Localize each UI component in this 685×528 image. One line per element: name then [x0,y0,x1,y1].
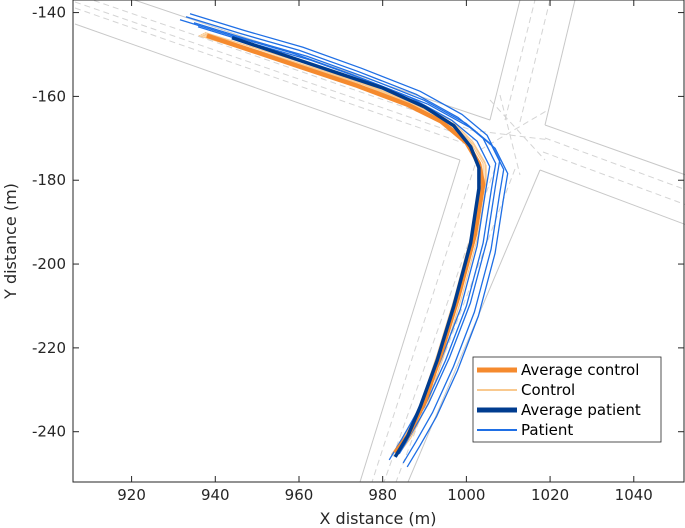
series-patient-line [189,13,501,455]
tick-layer: 920 940 960 980 1000 1020 1040 -140 -160 -180 -200… [32,0,684,504]
road-line [74,1,477,141]
legend: Average control Control Average patient Pat… [472,356,662,443]
road-line [544,137,685,191]
road-line [499,94,521,176]
road-line [544,124,685,176]
road-line [489,99,546,161]
road-line [90,0,481,134]
road-line [489,0,521,121]
legend-label: Average control [521,361,639,379]
y-tick-label: -140 [32,4,66,22]
y-tick-label: -180 [32,171,66,189]
series-average-patient-line [231,36,481,458]
y-tick-label: -160 [32,87,66,105]
road-line [539,169,685,225]
road-line [504,0,536,121]
series-patient-line [197,26,509,468]
y-tick-label: -220 [32,339,66,357]
y-tick-label: -200 [32,255,66,273]
series-patient-line [179,19,491,461]
series-control-line [198,34,480,456]
legend-label: Control [521,381,575,399]
road-line [359,159,461,482]
series-average-control-line [206,33,486,455]
y-tick-label: -240 [32,423,66,441]
road-line [74,7,473,147]
y-axis-label: Y distance (m) [1,183,20,300]
series-control-line [200,33,482,455]
plot-frame [72,0,685,483]
road-line [544,0,576,126]
x-tick-label: 1040 [615,486,653,504]
legend-label: Average patient [521,401,641,419]
x-tick-label: 940 [201,486,230,504]
legend-label: Patient [521,421,573,439]
x-tick-label: 920 [117,486,146,504]
x-tick-label: 1000 [447,486,485,504]
trajectory-layer [179,13,509,468]
series-control-line [205,34,487,456]
road-line [371,164,476,482]
x-axis-label: X distance (m) [320,509,437,528]
road-line [74,23,461,161]
series-patient-line [193,22,505,464]
x-tick-label: 980 [368,486,397,504]
series-patient-line [185,16,497,458]
road-line [542,151,685,205]
series-control-line [202,32,484,454]
road-line [519,0,551,123]
x-tick-label: 960 [285,486,314,504]
x-tick-label: 1020 [531,486,569,504]
